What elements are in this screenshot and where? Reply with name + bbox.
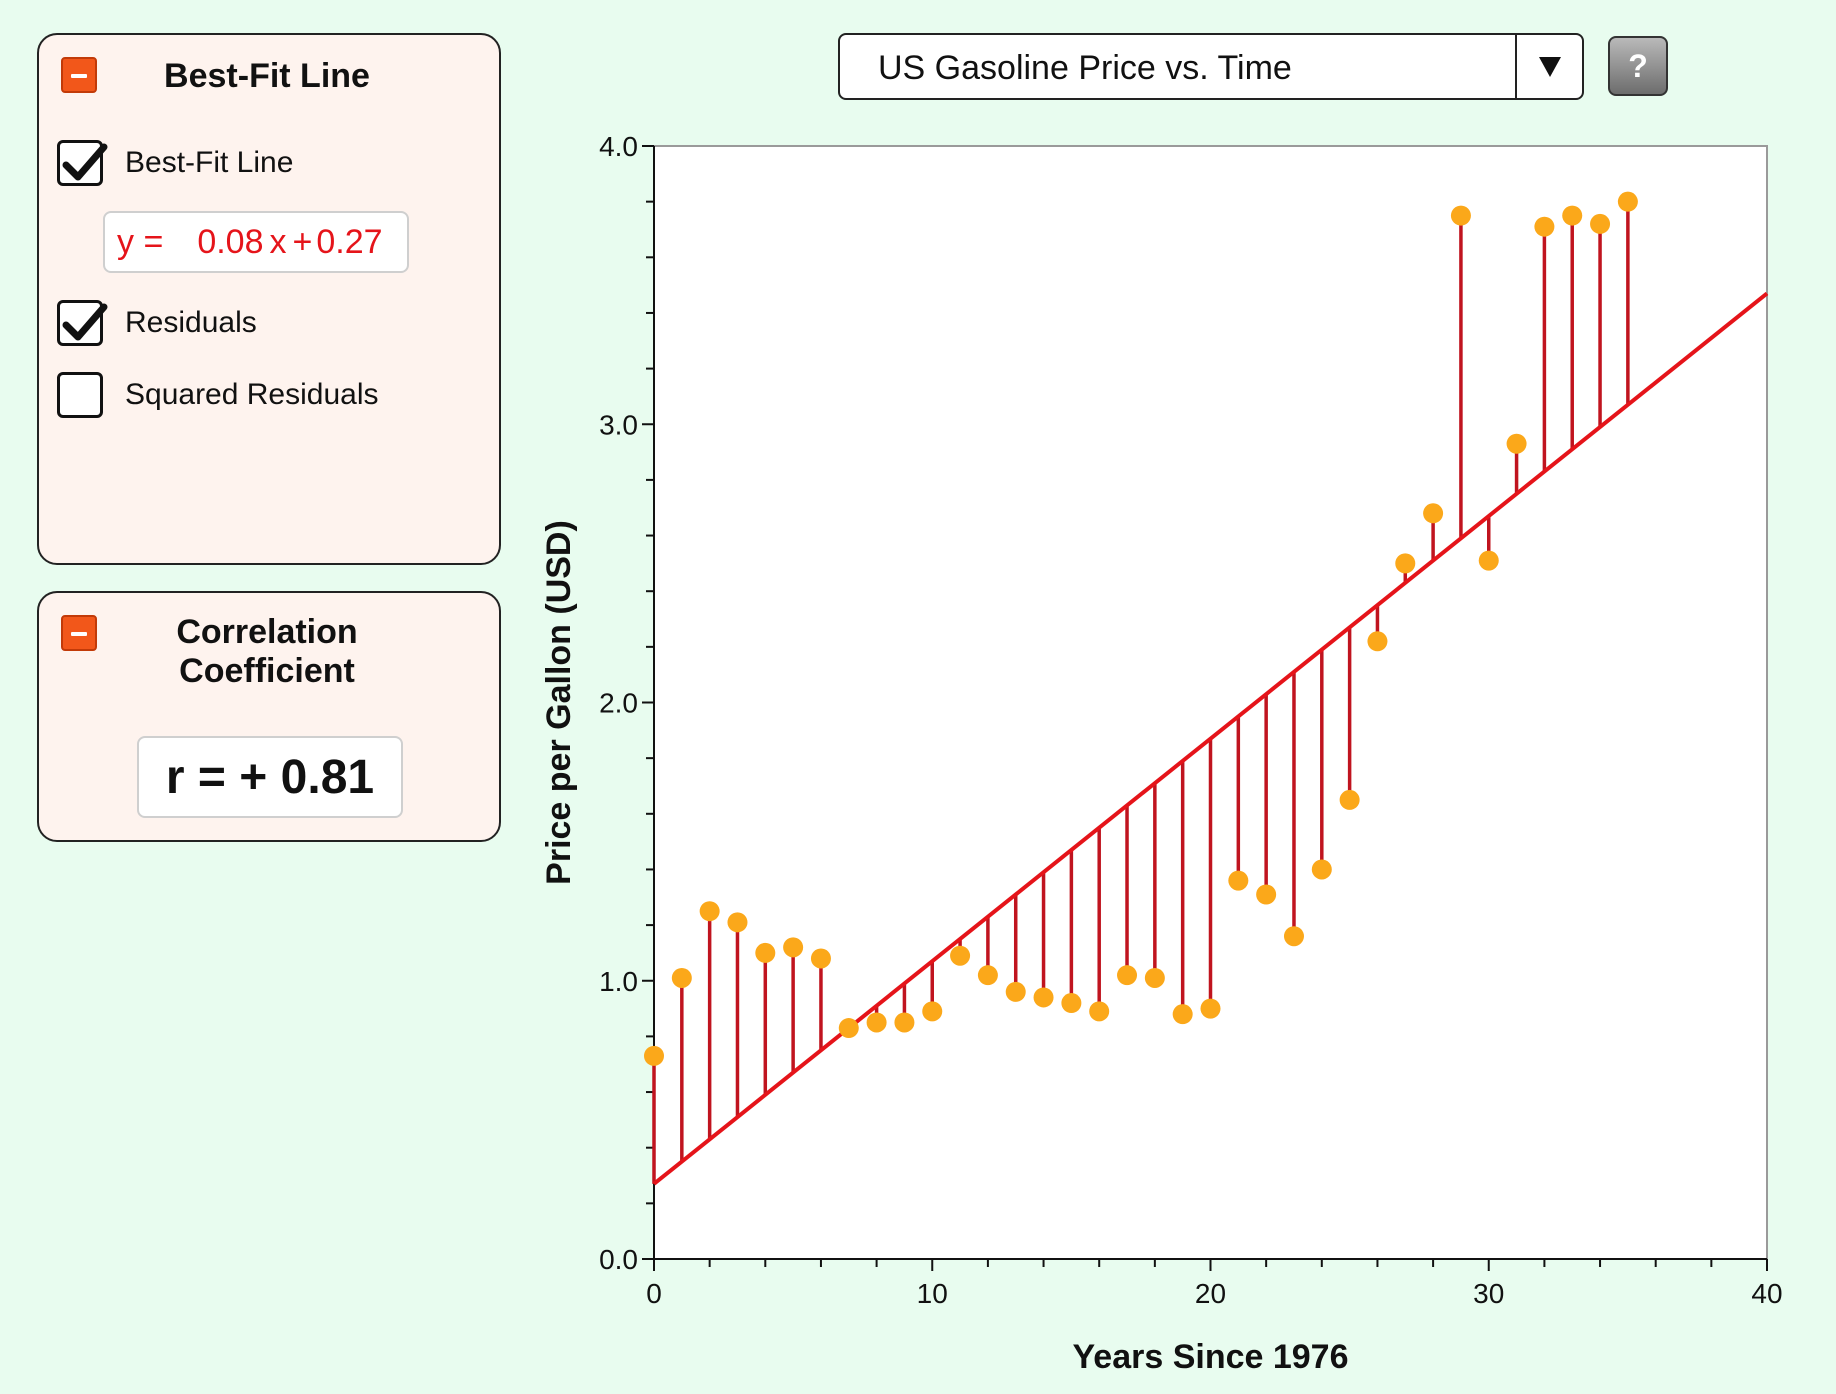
plot-area: [653, 145, 1768, 1260]
data-point[interactable]: [1256, 884, 1277, 905]
residuals-checkbox[interactable]: [57, 300, 108, 346]
y-tick-label: 4.0: [599, 131, 638, 162]
squared-residuals-checkbox[interactable]: [57, 372, 103, 418]
checkmark-icon: [62, 143, 108, 181]
best-fit-panel-title: Best-Fit Line: [164, 57, 370, 95]
data-point[interactable]: [1228, 870, 1249, 891]
data-point[interactable]: [1395, 553, 1416, 574]
data-point[interactable]: [922, 1001, 943, 1022]
residuals-checkbox-row[interactable]: Residuals: [57, 300, 257, 346]
y-tick-label: 2.0: [599, 688, 638, 719]
data-point[interactable]: [1617, 191, 1638, 212]
x-tick-label: 20: [1195, 1278, 1226, 1309]
data-point[interactable]: [755, 942, 776, 963]
equation-intercept: 0.27: [316, 222, 383, 261]
data-point[interactable]: [1590, 213, 1611, 234]
dropdown-divider: [1515, 35, 1517, 98]
data-point[interactable]: [1506, 433, 1527, 454]
data-point[interactable]: [1423, 503, 1444, 524]
residuals-checkbox-label: Residuals: [125, 306, 257, 339]
x-tick-label: 0: [646, 1278, 662, 1309]
equation-prefix: y =: [117, 222, 164, 261]
data-point[interactable]: [977, 965, 998, 986]
squared-residuals-checkbox-row[interactable]: Squared Residuals: [57, 372, 379, 418]
dataset-dropdown-value: US Gasoline Price vs. Time: [878, 49, 1292, 87]
squared-residuals-checkbox-label: Squared Residuals: [125, 378, 379, 411]
best-fit-equation: y = 0.08 x + 0.27: [103, 211, 409, 273]
collapse-minus-icon[interactable]: [61, 615, 97, 651]
data-point[interactable]: [1339, 789, 1360, 810]
data-point[interactable]: [1033, 987, 1054, 1008]
equation-x: x: [269, 222, 287, 261]
data-point[interactable]: [1311, 859, 1332, 880]
correlation-title-line2: Coefficient: [179, 652, 355, 690]
data-point[interactable]: [783, 937, 804, 958]
correlation-title-line1: Correlation: [176, 613, 358, 651]
dropdown-arrow-icon[interactable]: [1539, 57, 1561, 77]
correlation-panel: Correlation Coefficient r = + 0.81: [37, 591, 501, 842]
data-point[interactable]: [1478, 550, 1499, 571]
data-point[interactable]: [727, 912, 748, 933]
y-tick-label: 0.0: [599, 1244, 638, 1275]
data-point[interactable]: [1117, 965, 1138, 986]
data-point[interactable]: [810, 948, 831, 969]
best-fit-line-checkbox[interactable]: [57, 140, 108, 186]
x-tick-label: 30: [1473, 1278, 1504, 1309]
dataset-dropdown[interactable]: US Gasoline Price vs. Time: [838, 33, 1584, 100]
best-fit-line-checkbox-row[interactable]: Best-Fit Line: [57, 140, 293, 186]
data-point[interactable]: [838, 1018, 859, 1039]
data-point[interactable]: [866, 1012, 887, 1033]
checkmark-icon: [62, 303, 108, 341]
y-axis-label: Price per Gallon (USD): [540, 520, 578, 885]
best-fit-line[interactable]: [652, 291, 1769, 1186]
best-fit-line-checkbox-label: Best-Fit Line: [125, 146, 294, 179]
equation-plus: +: [292, 222, 313, 261]
data-point[interactable]: [1200, 998, 1221, 1019]
data-point[interactable]: [671, 967, 692, 988]
data-point[interactable]: [1562, 205, 1583, 226]
data-points[interactable]: [644, 191, 1638, 1066]
data-point[interactable]: [1144, 967, 1165, 988]
data-point[interactable]: [950, 945, 971, 966]
correlation-panel-title: Correlation Coefficient: [117, 613, 417, 691]
y-tick-label: 3.0: [599, 409, 638, 440]
best-fit-panel: Best-Fit Line Best-Fit Line y = 0.08 x +…: [37, 33, 501, 565]
data-point[interactable]: [894, 1012, 915, 1033]
help-button[interactable]: ?: [1608, 36, 1668, 96]
data-point[interactable]: [1005, 981, 1026, 1002]
data-point[interactable]: [1089, 1001, 1110, 1022]
data-point[interactable]: [1172, 1004, 1193, 1025]
data-point[interactable]: [699, 901, 720, 922]
data-point[interactable]: [1283, 926, 1304, 947]
x-tick-label: 10: [917, 1278, 948, 1309]
x-tick-label: 40: [1751, 1278, 1782, 1309]
correlation-value: r = + 0.81: [137, 736, 403, 818]
data-point[interactable]: [644, 1045, 664, 1066]
collapse-minus-icon[interactable]: [61, 57, 97, 93]
data-point[interactable]: [1061, 993, 1082, 1014]
data-point[interactable]: [1450, 205, 1471, 226]
equation-slope: 0.08: [197, 222, 264, 261]
data-point[interactable]: [1367, 631, 1388, 652]
y-tick-label: 1.0: [599, 966, 638, 997]
data-point[interactable]: [1534, 216, 1555, 237]
x-axis-label: Years Since 1976: [1072, 1338, 1348, 1376]
